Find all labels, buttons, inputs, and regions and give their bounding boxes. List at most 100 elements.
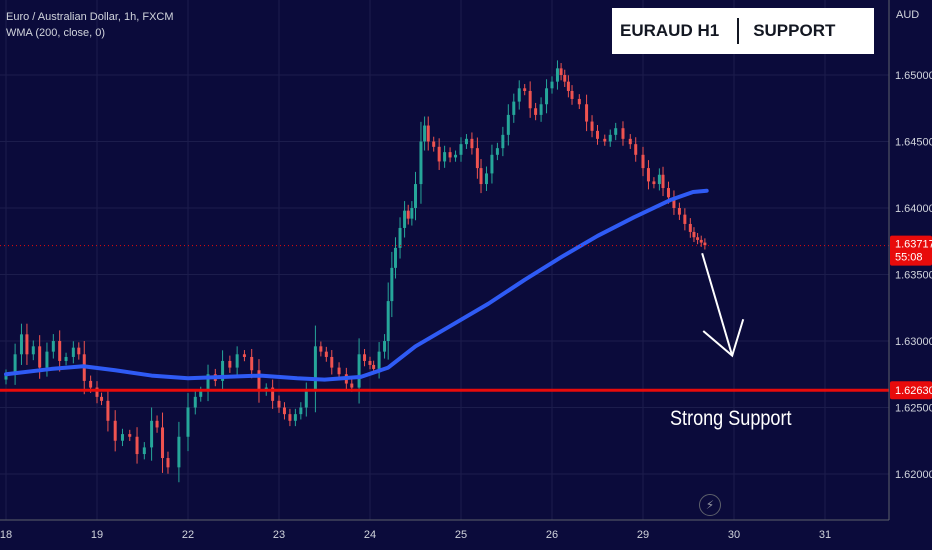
candle-body bbox=[501, 134, 505, 149]
candle-body bbox=[193, 396, 197, 408]
candle-body bbox=[128, 434, 132, 437]
candle-body bbox=[523, 88, 527, 91]
candle-body bbox=[398, 227, 402, 248]
candle-body bbox=[228, 360, 232, 368]
candle-body bbox=[393, 247, 397, 268]
chart-overlays bbox=[0, 188, 889, 392]
price-tick-label: 1.63500 bbox=[895, 270, 932, 282]
candle-body bbox=[495, 148, 499, 155]
candle-body bbox=[135, 436, 139, 455]
candle-body bbox=[299, 407, 303, 415]
candle-body bbox=[475, 148, 479, 169]
candle-body bbox=[403, 210, 407, 228]
candle-body bbox=[13, 354, 17, 375]
candle-body bbox=[490, 154, 494, 174]
down-arrow-head bbox=[702, 318, 745, 358]
price-tick-label: 1.64000 bbox=[895, 203, 932, 215]
candle-body bbox=[357, 354, 361, 388]
candle-body bbox=[372, 364, 376, 369]
candle-body bbox=[545, 88, 549, 105]
symbol-legend[interactable]: Euro / Australian Dollar, 1h, FXCM bbox=[6, 11, 174, 23]
candle-body bbox=[142, 447, 146, 455]
title-divider bbox=[737, 18, 740, 44]
time-tick-label: 31 bbox=[819, 529, 831, 541]
candle-body bbox=[25, 334, 29, 355]
candle-body bbox=[484, 173, 488, 185]
candle-body bbox=[288, 414, 292, 421]
candle-body bbox=[64, 356, 68, 361]
candle-body bbox=[696, 237, 700, 240]
candle-body bbox=[19, 334, 23, 355]
candle-body bbox=[71, 347, 75, 357]
support-price-label: 1.62630 bbox=[895, 385, 932, 397]
candle-body bbox=[242, 354, 246, 357]
candle-body bbox=[550, 81, 554, 89]
candle-body bbox=[443, 152, 447, 162]
candle-body bbox=[692, 231, 696, 238]
time-axis-panel[interactable] bbox=[0, 520, 932, 550]
candle-body bbox=[313, 346, 317, 392]
candle-body bbox=[199, 391, 203, 397]
candle-body bbox=[432, 141, 436, 147]
bar-countdown: 55:08 bbox=[895, 252, 923, 264]
candle-body bbox=[596, 130, 599, 139]
last-price-value: 1.63717 bbox=[895, 239, 932, 251]
candle-body bbox=[324, 351, 328, 357]
candle-body bbox=[406, 210, 410, 219]
time-tick-label: 30 bbox=[728, 529, 740, 541]
candle-body bbox=[38, 346, 42, 368]
indicator-legend[interactable]: WMA (200, close, 0) bbox=[6, 27, 106, 39]
time-tick-label: 26 bbox=[546, 529, 558, 541]
price-axis-panel[interactable] bbox=[889, 0, 932, 550]
price-tick-label: 1.65000 bbox=[895, 70, 932, 82]
candle-body bbox=[100, 396, 104, 401]
candle-body bbox=[555, 68, 559, 82]
candle-body bbox=[113, 420, 117, 441]
candle-body bbox=[577, 98, 581, 105]
candle-body bbox=[383, 341, 387, 352]
candle-series bbox=[4, 60, 707, 483]
candle-body bbox=[377, 351, 381, 369]
candle-body bbox=[4, 374, 8, 380]
candle-body bbox=[479, 168, 483, 185]
candle-body bbox=[470, 138, 474, 149]
candle-body bbox=[590, 121, 594, 131]
down-arrow-shaft bbox=[701, 252, 734, 356]
support-annotation: Strong Support bbox=[670, 407, 792, 430]
candle-body bbox=[614, 128, 618, 135]
candle-body bbox=[459, 144, 463, 155]
time-tick-label: 19 bbox=[91, 529, 103, 541]
candle-body bbox=[585, 104, 589, 122]
candle-body bbox=[641, 154, 645, 169]
candle-body bbox=[257, 370, 261, 392]
candle-body bbox=[350, 383, 354, 388]
candle-body bbox=[672, 197, 676, 208]
time-tick-label: 22 bbox=[182, 529, 194, 541]
candle-body bbox=[386, 301, 390, 341]
price-axis-currency: AUD bbox=[896, 9, 920, 21]
candle-body bbox=[150, 420, 154, 448]
candle-body bbox=[304, 391, 308, 408]
candle-body bbox=[45, 351, 49, 368]
title-box: EURAUD H1 SUPPORT bbox=[612, 8, 874, 54]
support-badge bbox=[890, 381, 932, 400]
candle-body bbox=[677, 208, 681, 215]
candle-body bbox=[235, 354, 239, 368]
lightning-icon[interactable]: ⚡ bbox=[699, 494, 721, 516]
candle-body bbox=[448, 152, 452, 158]
candle-body bbox=[661, 174, 665, 189]
time-tick-label: 18 bbox=[0, 529, 12, 541]
candle-body bbox=[277, 400, 281, 408]
candle-body bbox=[603, 138, 607, 142]
candle-body bbox=[51, 341, 55, 352]
candle-body bbox=[319, 346, 323, 352]
candle-body bbox=[539, 104, 543, 115]
candle-body bbox=[534, 108, 538, 115]
chart-grid bbox=[0, 0, 889, 520]
candle-body bbox=[699, 239, 703, 243]
candle-body bbox=[161, 427, 165, 459]
candle-body bbox=[390, 267, 394, 302]
